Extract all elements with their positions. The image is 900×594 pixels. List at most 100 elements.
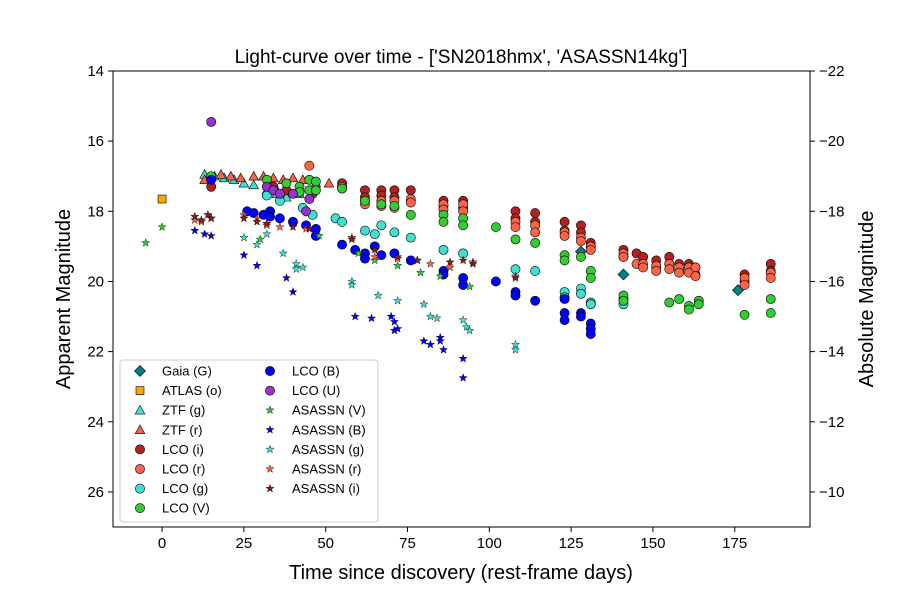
legend-item-gaia-g: Gaia (G) [134,364,212,379]
legend-label: ZTF (g) [162,403,205,418]
data-point [206,213,216,223]
legend-item-ztf-g: ZTF (g) [134,403,205,418]
data-point [617,268,630,281]
legend-label: Gaia (G) [162,364,212,379]
series-asassn-i [190,210,521,282]
legend-marker [265,425,275,434]
legend-item-lco-i: LCO (i) [135,442,204,457]
data-point [360,253,370,264]
data-point [376,250,387,261]
series-atlas-o [157,194,167,204]
legend-marker [265,366,275,376]
data-point [360,195,370,206]
data-point [510,290,521,301]
data-point [393,260,403,270]
y-tick-label: 22 [87,344,104,361]
data-markers [141,116,776,382]
data-point [239,213,249,223]
legend-label: LCO (V) [162,501,210,516]
data-point [262,229,272,238]
series-gaia-g [267,182,744,297]
x-tick-label: 50 [317,535,334,552]
data-point [765,308,776,318]
y-axis-left: 14 16 18 20 22 24 26 [87,63,113,501]
data-point [190,211,200,221]
data-point [389,201,400,211]
data-point [425,259,435,268]
data-point [425,311,435,321]
data-point [412,255,422,265]
legend-item-lco-u: LCO (U) [265,383,340,398]
data-point [435,336,445,345]
x-tick-label: 125 [559,535,584,552]
data-point [405,209,416,220]
legend-item-lco-b: LCO (B) [265,364,340,379]
legend-label: LCO (U) [292,383,340,398]
data-point [576,252,586,262]
y-right-tick-label: −14 [819,344,844,361]
data-point [203,210,213,219]
series-lco-r [304,160,776,290]
data-point [405,185,416,196]
data-point [291,264,301,274]
series-lco-v [206,171,776,320]
data-point [310,176,321,187]
data-point [369,229,380,240]
data-point [239,250,249,260]
data-point [393,324,403,333]
y-axis-label-right: Absolute Magnitude [856,211,878,388]
y-tick-label: 20 [87,273,104,290]
legend-marker [134,404,146,415]
data-point [576,236,586,247]
data-point [347,234,357,244]
legend-label: ASASSN (r) [292,462,361,477]
legend-marker [135,464,145,474]
chart-title: Light-curve over time - ['SN2018hmx', 'A… [235,47,688,68]
data-point [262,218,272,228]
plot-area-frame [112,70,811,528]
data-point [585,273,596,283]
data-point [287,172,299,183]
y-right-tick-label: −10 [819,484,844,501]
y-tick-label: 16 [87,133,104,150]
data-point [664,297,675,308]
data-point [576,288,586,299]
x-tick-label: 100 [477,535,502,552]
data-point [206,174,217,185]
data-point [252,239,262,249]
data-point [389,227,400,238]
legend-label: ATLAS (o) [162,383,222,398]
x-tick-label: 150 [640,535,665,552]
y-tick-label: 24 [87,414,104,431]
data-point [458,280,469,290]
data-point [465,325,475,335]
y-axis-label-left: Apparent Magnitude [53,209,75,389]
data-point [416,267,426,277]
x-tick-label: 175 [722,535,747,552]
data-point [275,222,285,231]
data-point [288,188,298,199]
data-point [468,259,478,268]
legend-item-lco-g: LCO (g) [135,481,208,496]
data-point [585,244,596,255]
data-point [438,345,449,354]
series-lco-u [206,116,315,217]
legend-label: LCO (B) [292,364,340,379]
data-point [674,294,685,304]
data-point [690,262,701,273]
data-point [255,234,265,244]
data-point [304,194,315,204]
data-point [190,225,200,235]
legend-marker [135,483,145,494]
data-point [458,255,468,265]
data-point [693,299,704,310]
legend-item-asassn-v: ASASSN (V) [265,403,366,418]
legend-marker [265,483,275,493]
data-point [638,262,649,273]
data-point [461,322,471,331]
legend-item-asassn-i: ASASSN (i) [265,481,360,496]
data-point [288,287,298,296]
legend-label: ASASSN (V) [292,403,366,418]
data-point [530,266,541,276]
data-point [765,273,776,283]
